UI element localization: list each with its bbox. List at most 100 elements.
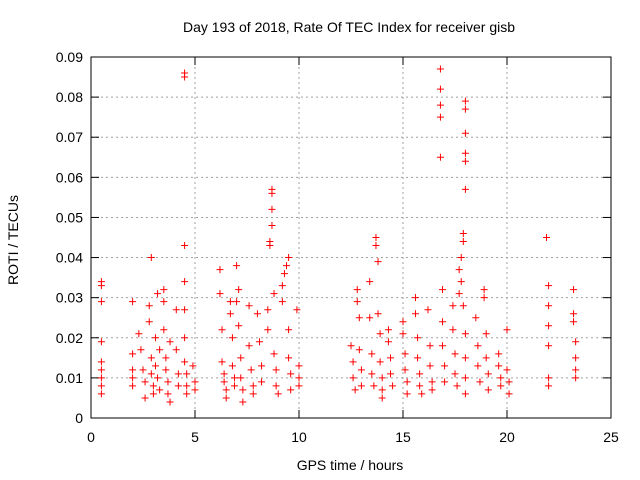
data-point [461,149,469,157]
data-point [245,342,253,350]
data-point [181,73,189,81]
grid [91,57,611,418]
data-point [183,382,191,390]
data-point [366,314,374,322]
y-tick-label: 0.06 [56,169,83,185]
data-point [151,362,159,370]
data-point [384,338,392,346]
data-point [160,286,168,294]
data-point [497,382,505,390]
data-point [135,330,143,338]
y-tick-label: 0 [75,410,83,426]
data-point [495,362,503,370]
data-point [572,366,580,374]
data-point [347,342,355,350]
data-point [174,370,182,378]
data-point [416,382,424,390]
data-point [401,366,409,374]
y-tick-label: 0.08 [56,89,83,105]
data-point [137,346,145,354]
data-point [280,270,288,278]
data-point [283,262,291,270]
data-point [480,294,488,302]
data-point [258,362,266,370]
data-point [476,378,484,386]
data-point [160,326,168,334]
data-point [474,342,482,350]
data-point [231,374,239,382]
data-point [384,326,392,334]
data-point [141,378,149,386]
data-point [147,254,155,262]
data-point [368,370,376,378]
data-point [484,386,492,394]
data-point [237,354,245,362]
data-point [370,382,378,390]
data-point [457,254,465,262]
data-point [233,262,241,270]
data-point [543,234,551,241]
data-point [239,386,247,394]
data-point [191,386,199,394]
data-point [162,354,170,362]
data-point [497,374,505,382]
data-point [154,290,162,298]
data-point [164,390,172,398]
data-point [226,310,234,318]
data-point [181,242,189,250]
data-point [268,189,276,197]
data-point [228,334,236,342]
data-point [285,254,293,262]
data-point [484,370,492,378]
data-point [357,366,365,374]
data-point [455,290,463,298]
data-point [545,322,553,330]
x-tick-label: 20 [499,429,515,445]
y-tick-label: 0.05 [56,209,83,225]
data-point [268,205,276,213]
data-point [351,386,359,394]
data-point [376,358,384,366]
data-point [545,382,553,390]
data-point [264,326,272,334]
data-point [426,362,434,370]
x-tick-label: 10 [291,429,307,445]
data-point [154,374,162,382]
data-point [145,302,153,310]
data-point [414,354,422,362]
data-point [97,390,105,398]
data-point [378,386,386,394]
data-point [355,314,363,322]
data-point [436,153,444,161]
data-point [237,374,245,382]
data-point [411,310,419,318]
data-point [166,338,174,346]
data-point [441,362,449,370]
data-point [218,358,226,366]
data-point [181,306,189,314]
data-point [189,362,197,370]
data-point [349,374,357,382]
data-point [461,354,469,362]
data-point [461,330,469,338]
x-axis-label: GPS time / hours [297,457,404,473]
data-point [97,374,105,382]
data-point [249,390,257,398]
data-point [287,370,295,378]
data-point [247,366,255,374]
data-point [424,306,432,314]
data-point [414,334,422,342]
data-point [270,290,278,298]
data-point [572,338,580,346]
data-point [231,382,239,390]
data-point [482,330,490,338]
data-point [355,346,363,354]
data-point [181,358,189,366]
data-point [378,394,386,402]
data-point [453,382,461,390]
data-point [570,318,578,326]
data-point [403,378,411,386]
y-tick-label: 0.02 [56,330,83,346]
data-point [222,386,230,394]
